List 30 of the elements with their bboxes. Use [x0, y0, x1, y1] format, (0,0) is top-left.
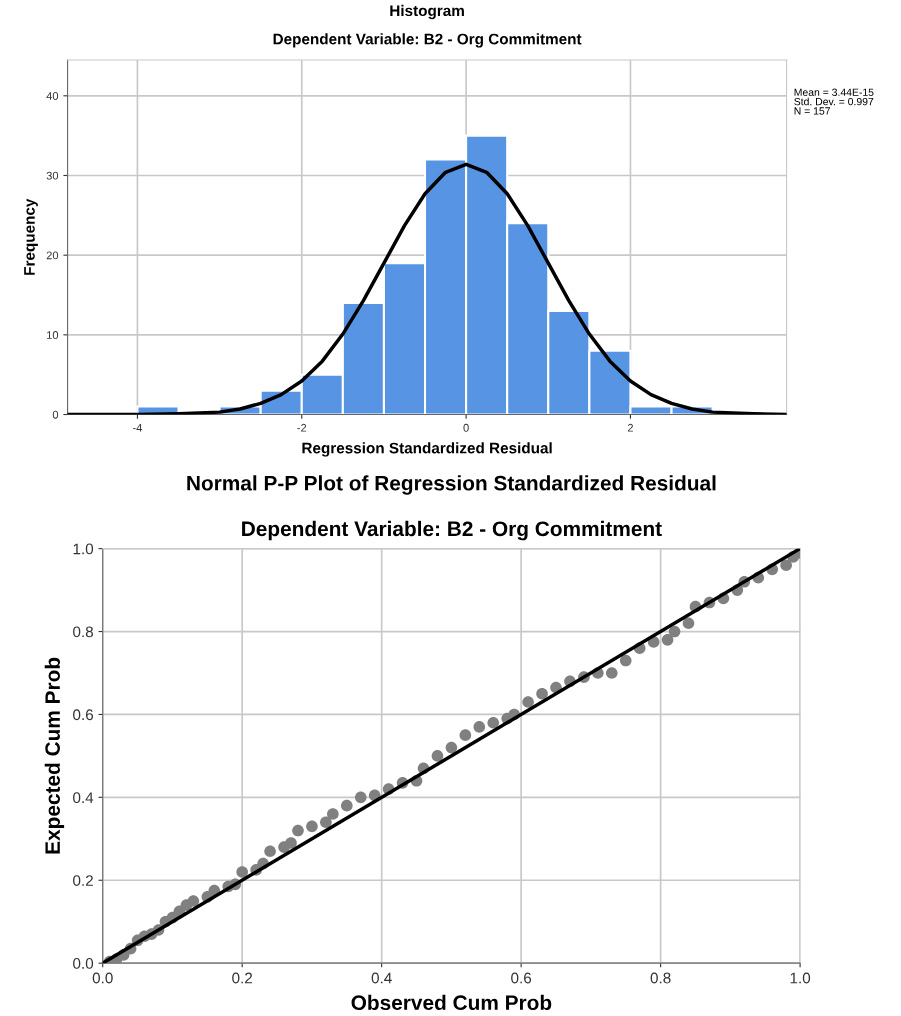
chart-title: Normal P-P Plot of Regression Standardized Residual: [187, 475, 716, 495]
x-tick-label: 0.4: [371, 972, 392, 984]
y-tick-label: 40: [46, 92, 59, 100]
y-tick-label: 0.6: [73, 709, 94, 721]
x-tick-label: 0.0: [92, 972, 113, 984]
y-tick-label: 10: [47, 331, 59, 339]
text: Mean = 3.44E-15 Std. Dev. = 0.997 N = 157: [794, 88, 874, 115]
y-tick-label: 0.4: [73, 792, 94, 804]
y-tick-label: 1.0: [73, 543, 94, 555]
x-tick-label: 0.6: [511, 972, 532, 984]
y-tick-label: 0: [52, 410, 59, 419]
x-tick-label: 0.8: [650, 972, 671, 984]
x-tick-label: 0: [463, 423, 469, 432]
x-axis-title: Regression Standardized Residual: [302, 442, 552, 457]
chart-title: Histogram: [390, 4, 464, 20]
chart-subtitle: Dependent Variable: B2 - Org Commitment: [273, 33, 582, 48]
y-tick-label: 20: [46, 251, 59, 260]
chart-subtitle: Dependent Variable: B2 - Org Commitment: [242, 520, 662, 541]
x-tick-label: 2: [627, 423, 633, 432]
y-tick-label: 30: [46, 171, 59, 180]
x-tick-label: 1.0: [790, 972, 811, 984]
y-tick-label: 0.8: [73, 626, 94, 638]
x-axis-title: Observed Cum Prob: [351, 994, 552, 1011]
x-tick-label: 0.2: [232, 972, 253, 984]
y-tick-label: 0.0: [73, 958, 94, 969]
y-axis-title: Expected Cum Prob: [44, 657, 65, 854]
y-axis-title: Frequency: [24, 198, 38, 275]
x-tick-label: -4: [132, 423, 143, 432]
x-tick-label: -2: [297, 423, 307, 432]
y-tick-label: 0.2: [73, 875, 93, 886]
